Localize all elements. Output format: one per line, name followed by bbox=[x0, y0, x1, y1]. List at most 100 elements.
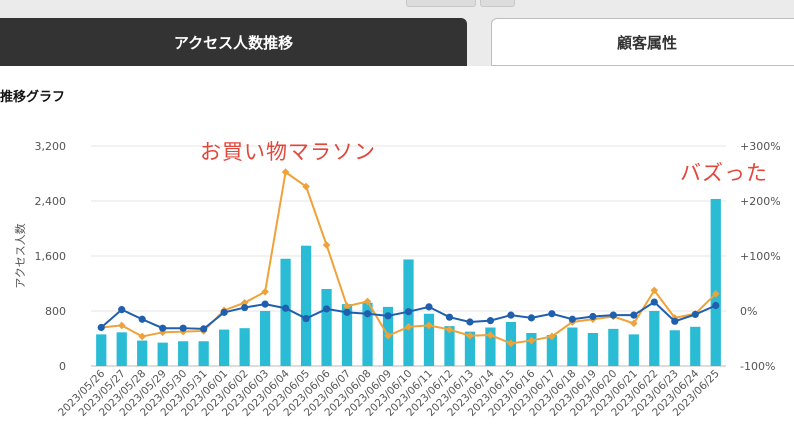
bar bbox=[300, 245, 312, 366]
line-point bbox=[322, 305, 331, 313]
line-point bbox=[486, 317, 495, 325]
y2-tick-label: -100% bbox=[740, 360, 775, 373]
bar bbox=[587, 333, 598, 366]
line-point bbox=[220, 308, 228, 316]
line-point bbox=[97, 323, 105, 332]
line-point bbox=[322, 241, 331, 249]
tab-customer-attributes-label: 顧客属性 bbox=[616, 33, 677, 52]
line-point bbox=[691, 310, 699, 319]
line-point bbox=[384, 331, 392, 340]
bar bbox=[628, 334, 639, 366]
line-point bbox=[179, 324, 187, 332]
line-point bbox=[548, 332, 556, 341]
line-point bbox=[671, 317, 679, 325]
line-point bbox=[650, 298, 658, 306]
line-point bbox=[302, 182, 310, 191]
bar bbox=[710, 198, 721, 366]
line-point bbox=[302, 314, 310, 323]
line-point bbox=[404, 323, 413, 331]
line-point bbox=[425, 321, 433, 330]
line-point bbox=[445, 313, 454, 321]
bar bbox=[137, 340, 148, 366]
line-point bbox=[200, 325, 208, 333]
annotation-shopping-marathon: お買い物マラソン bbox=[200, 140, 376, 164]
bar bbox=[321, 289, 332, 366]
tab-access-trend-label: アクセス人数推移 bbox=[173, 33, 294, 52]
y-tick-label: 0 bbox=[59, 360, 66, 373]
line-point bbox=[343, 308, 351, 316]
line-point bbox=[507, 311, 515, 319]
line-point bbox=[343, 302, 351, 310]
line-point bbox=[261, 300, 269, 308]
bar bbox=[567, 327, 578, 366]
bar bbox=[362, 302, 373, 366]
bar bbox=[690, 326, 701, 366]
bar bbox=[198, 341, 209, 366]
line-point bbox=[527, 336, 536, 345]
bar bbox=[526, 333, 537, 366]
bar bbox=[116, 332, 127, 366]
top-toolbar-button-1[interactable] bbox=[406, 0, 476, 7]
bar bbox=[649, 311, 660, 366]
line-point bbox=[363, 297, 372, 306]
line-point bbox=[138, 332, 147, 341]
tab-customer-attributes[interactable]: 顧客属性 bbox=[491, 18, 794, 66]
bar bbox=[96, 334, 107, 366]
line-point bbox=[363, 310, 372, 318]
annotation-went-viral: バズった bbox=[680, 161, 768, 185]
bar bbox=[280, 258, 291, 366]
bar bbox=[239, 328, 250, 366]
line-point bbox=[261, 287, 269, 296]
line-point bbox=[630, 311, 638, 319]
line-point bbox=[384, 312, 392, 320]
bar bbox=[157, 342, 168, 366]
bar bbox=[178, 341, 189, 366]
line-point bbox=[117, 321, 126, 330]
line-point bbox=[568, 315, 576, 323]
tab-access-trend[interactable]: アクセス人数推移 bbox=[0, 18, 467, 66]
line-point bbox=[650, 286, 659, 295]
line-point bbox=[630, 319, 638, 328]
bar bbox=[608, 328, 619, 366]
bar bbox=[546, 335, 558, 366]
bar bbox=[219, 329, 230, 366]
y2-tick-label: +200% bbox=[740, 195, 781, 208]
y-tick-label: 800 bbox=[45, 305, 66, 318]
bar bbox=[423, 313, 435, 366]
y2-tick-label: 0% bbox=[740, 305, 757, 318]
bar bbox=[485, 327, 496, 366]
section-title: 推移グラフ bbox=[0, 90, 66, 105]
bar bbox=[464, 331, 476, 366]
line-point bbox=[507, 339, 515, 348]
chart-axes: 0 800 1,600 2,400 3,200 -100% 0% +100% +200% +300… bbox=[14, 140, 781, 419]
bar bbox=[444, 326, 455, 366]
line-point bbox=[711, 290, 720, 298]
line-point bbox=[589, 312, 597, 321]
line-point bbox=[425, 303, 433, 311]
line-point bbox=[445, 325, 454, 334]
line-point bbox=[159, 324, 167, 332]
line-point bbox=[712, 301, 720, 310]
line-point bbox=[404, 308, 413, 316]
line-point bbox=[466, 318, 474, 326]
y2-tick-label: +300% bbox=[740, 140, 781, 153]
top-toolbar-button-2[interactable] bbox=[480, 0, 515, 7]
line-point bbox=[486, 331, 495, 339]
line-point bbox=[609, 311, 617, 319]
line-point bbox=[281, 168, 290, 176]
chart-bars bbox=[96, 198, 721, 366]
line-point bbox=[118, 306, 126, 314]
line-point bbox=[527, 314, 536, 322]
bar bbox=[259, 311, 271, 366]
line-point bbox=[241, 303, 249, 312]
line-point bbox=[138, 315, 146, 323]
bar bbox=[669, 330, 680, 366]
line-point bbox=[548, 310, 556, 318]
bar bbox=[341, 304, 353, 366]
y-tick-label: 2,400 bbox=[35, 195, 67, 208]
line-point bbox=[466, 331, 474, 340]
y2-tick-label: +100% bbox=[740, 250, 781, 263]
line-point bbox=[281, 304, 290, 312]
y-tick-label: 1,600 bbox=[35, 250, 67, 263]
